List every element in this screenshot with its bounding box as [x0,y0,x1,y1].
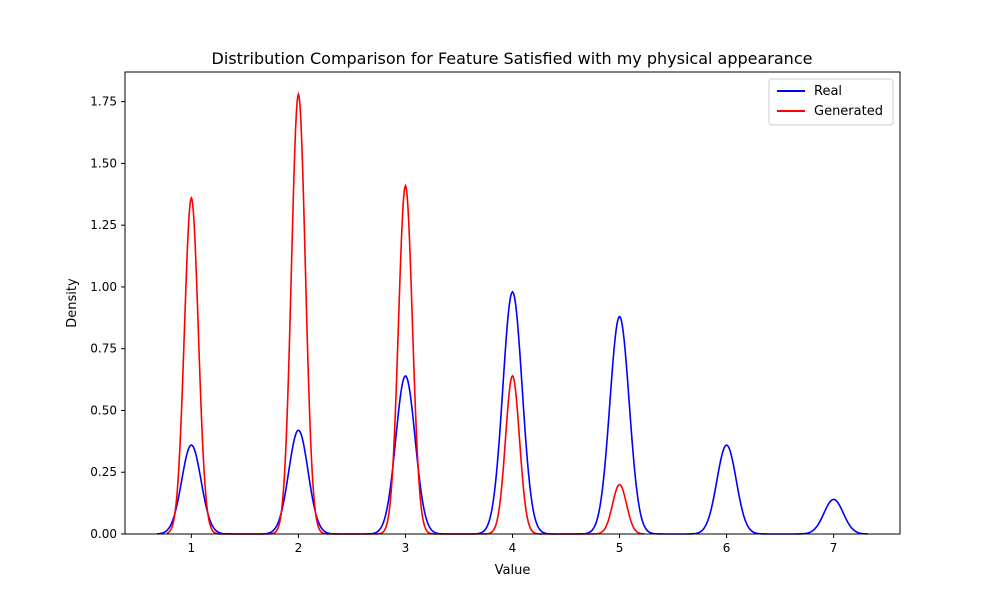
x-tick-label: 4 [509,541,517,555]
chart-title: Distribution Comparison for Feature Sati… [212,49,813,68]
x-tick-label: 2 [295,541,303,555]
y-axis-title: Density [65,278,80,328]
y-tick-label: 1.50 [90,156,117,170]
legend: Real Generated [768,78,894,126]
x-tick-label: 5 [616,541,624,555]
y-tick-label: 1.75 [90,95,117,109]
x-tick-label: 1 [188,541,196,555]
y-tick-label: 0.75 [90,342,117,356]
y-tick-label: 1.25 [90,218,117,232]
legend-label-real: Real [814,84,842,99]
x-tick-label: 6 [723,541,731,555]
series-line-real [157,290,868,535]
y-tick-label: 0.25 [90,465,117,479]
y-tick-label: 0.00 [90,527,117,541]
ticks-layer: 1 2 3 4 5 6 7 0.00 0.25 0.50 0.75 1.00 1.25 1.50 1.75 [90,95,837,555]
x-axis-title: Value [495,563,531,578]
legend-label-generated: Generated [814,104,883,119]
y-tick-label: 1.00 [90,280,117,294]
x-tick-label: 3 [402,541,410,555]
y-tick-label: 0.50 [90,403,117,417]
x-tick-label: 7 [830,541,838,555]
